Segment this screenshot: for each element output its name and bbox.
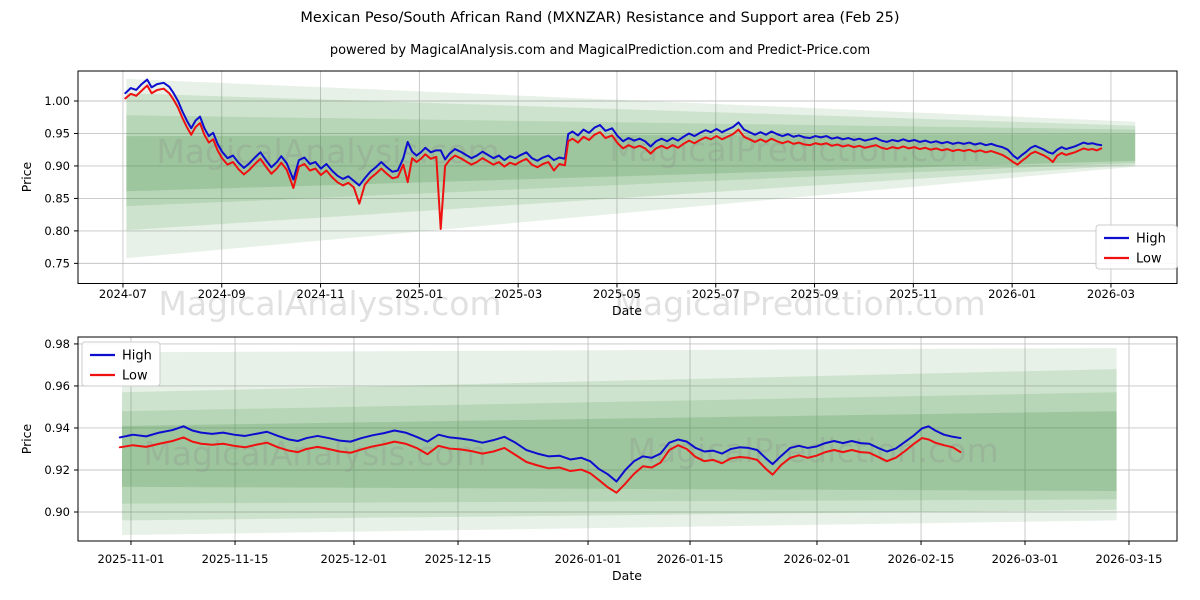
x-tick-label: 2025-11-01 [98,552,165,566]
watermark-text: MagicalPrediction.com [614,284,985,323]
forecast-price-chart: MagicalAnalysis.com MagicalPrediction.com… [19,336,1178,583]
x-tick-label: 2025-09 [791,287,839,301]
x-tick-label: 2026-03 [1087,287,1135,301]
x-axis-label: Date [612,303,642,318]
y-tick-label: 0.98 [44,337,70,351]
low-series-line [124,84,1103,230]
high-series-line [124,78,1103,187]
x-tick-label: 2026-02-15 [888,552,955,566]
legend: High Low [1095,224,1178,270]
y-axis-label: Price [19,423,34,454]
x-tick-label: 2025-11 [889,287,937,301]
y-tick-label: 0.90 [44,505,70,519]
y-tick-label: 0.92 [44,463,70,477]
x-axis: 2025-11-01 2025-11-15 2025-12-01 2025-12-15… [98,541,1163,583]
x-tick-label: 2026-01-01 [555,552,622,566]
x-tick-label: 2025-01 [395,287,443,301]
high-series-line [118,425,962,483]
legend-high-label: High [1136,232,1166,247]
gridlines [78,337,1177,541]
y-tick-label: 1.00 [44,94,70,108]
x-axis-label: Date [612,568,642,583]
x-tick-label: 2024-07 [99,287,147,301]
support-resistance-bands [126,78,1136,259]
x-tick-label: 2025-07 [692,287,740,301]
plot-border [77,70,1178,284]
watermark-text: MagicalAnalysis.com [158,284,501,323]
figure-title: Mexican Peso/South African Rand (MXNZAR)… [300,10,900,26]
x-tick-label: 2026-03-15 [1096,552,1163,566]
x-tick-label: 2026-01-15 [657,552,724,566]
y-tick-label: 0.75 [44,256,70,270]
legend: High Low [81,341,161,387]
y-tick-label: 0.90 [44,159,70,173]
x-tick-label: 2024-11 [297,287,345,301]
x-tick-label: 2025-03 [494,287,542,301]
y-tick-label: 0.85 [44,191,70,205]
legend-low-label: Low [122,369,148,384]
watermark-text: MagicalPrediction.com [627,431,998,470]
x-tick-label: 2025-11-15 [202,552,269,566]
legend-low-label: Low [1136,252,1162,267]
y-tick-label: 0.80 [44,224,70,238]
x-tick-label: 2026-03-01 [992,552,1059,566]
y-axis: 1.00 0.95 0.90 0.85 0.80 0.75 Price [19,94,78,270]
y-tick-label: 0.94 [44,421,70,435]
y-tick-label: 0.95 [44,126,70,140]
x-tick-label: 2026-02-01 [784,552,851,566]
gridlines [78,71,1177,284]
support-resistance-bands [122,348,1117,536]
x-tick-label: 2024-09 [198,287,246,301]
y-axis: 0.98 0.96 0.94 0.92 0.90 Price [19,337,78,519]
watermarks: MagicalAnalysis.com MagicalPrediction.com… [156,130,985,323]
y-tick-label: 0.96 [44,379,70,393]
figure-subtitle: powered by MagicalAnalysis.com and Magic… [329,43,871,58]
x-tick-label: 2025-12-15 [425,552,492,566]
x-axis: 2024-07 2024-09 2024-11 2025-01 2025-03 2025-… [99,283,1135,318]
historical-price-chart: MagicalAnalysis.com MagicalPrediction.com… [19,70,1178,323]
x-tick-label: 2026-01 [988,287,1036,301]
low-series-line [118,436,962,494]
legend-high-label: High [122,349,152,364]
watermark-text: MagicalAnalysis.com [143,434,486,473]
plot-border [77,336,1178,542]
x-tick-label: 2025-12-01 [321,552,388,566]
x-tick-label: 2025-05 [593,287,641,301]
y-axis-label: Price [19,161,34,192]
